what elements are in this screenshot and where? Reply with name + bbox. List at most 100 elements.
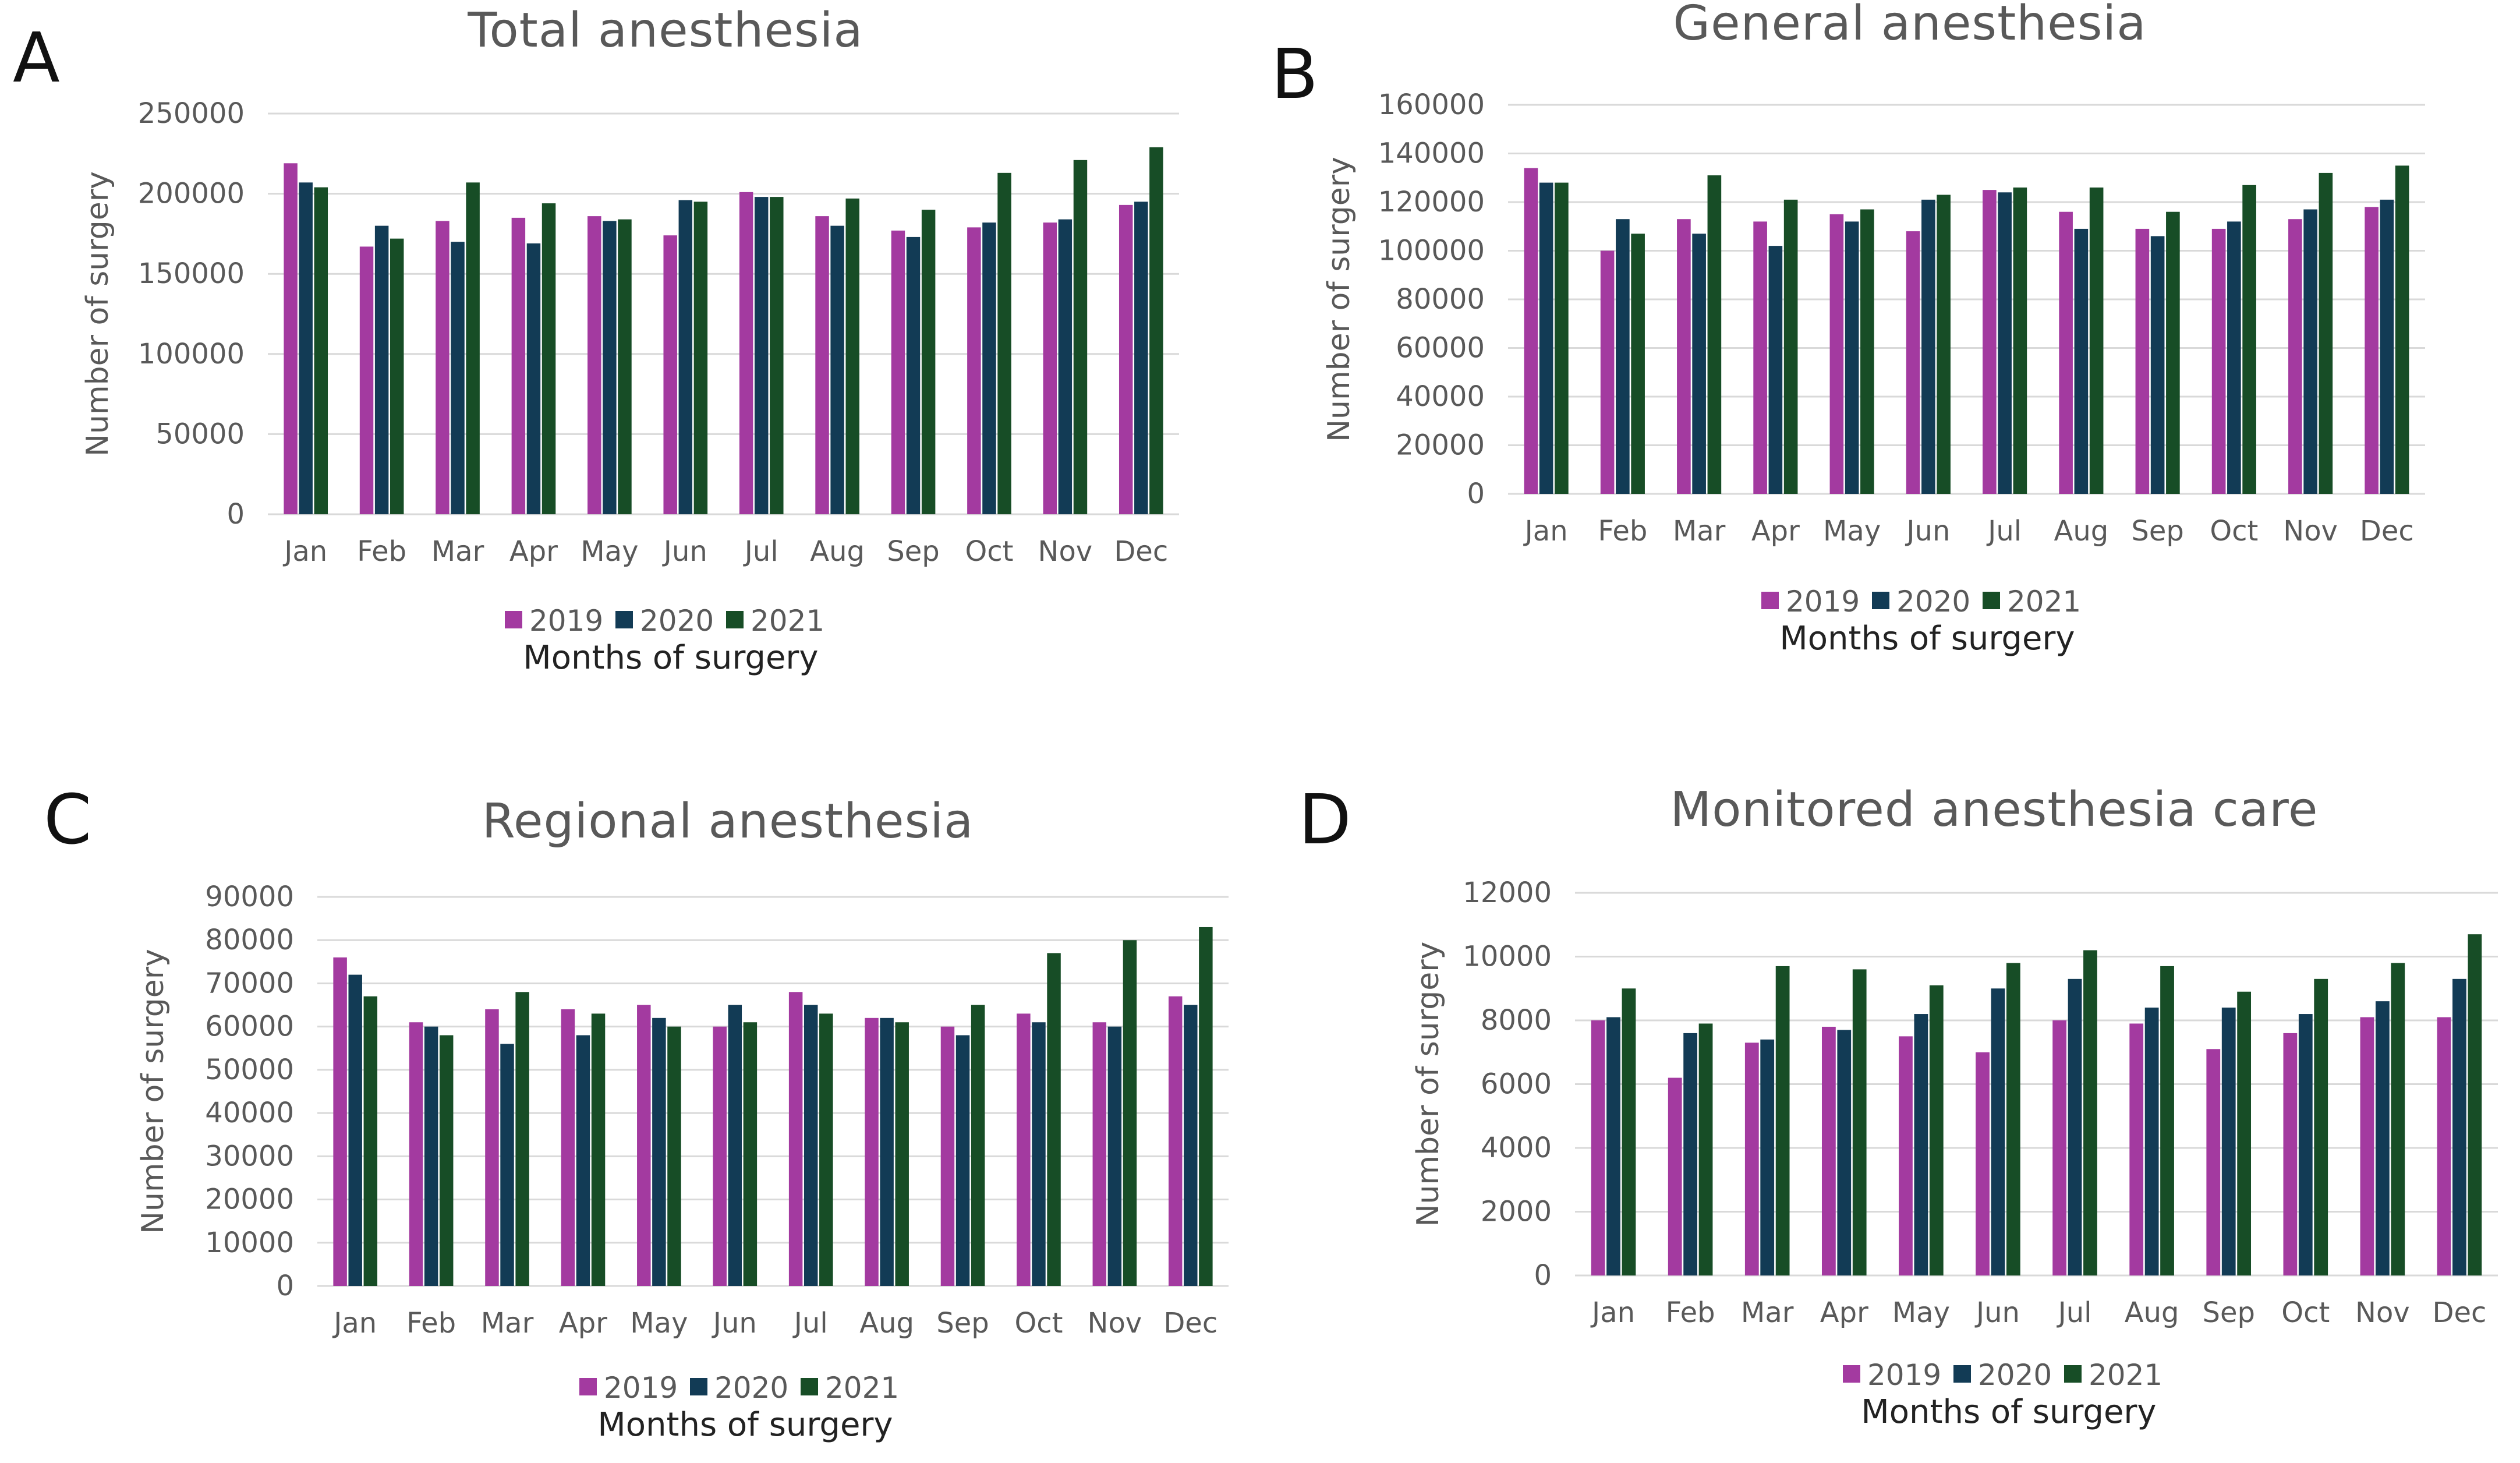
legend-label-2019: 2019 (1867, 1358, 1941, 1392)
bar-2020-jun (678, 200, 693, 514)
bar-2019-feb (1668, 1077, 1682, 1275)
bar-2021-jan (363, 996, 378, 1286)
legend-label-2019: 2019 (1786, 585, 1860, 619)
bar-2021-nov (2319, 172, 2333, 494)
legend-label-2021: 2021 (751, 604, 824, 638)
bar-2020-may (603, 221, 617, 514)
bar-2020-feb (424, 1026, 438, 1286)
bar-2019-jan (1524, 168, 1538, 494)
bar-2020-jun (728, 1005, 742, 1286)
bar-2019-oct (1017, 1013, 1031, 1286)
bar-2019-jun (663, 235, 677, 514)
bar-2019-mar (1677, 219, 1691, 494)
x-tick-label: Sep (887, 535, 939, 568)
bar-2019-sep (940, 1026, 955, 1286)
bar-2019-aug (865, 1017, 879, 1286)
bar-2020-nov (2375, 1001, 2390, 1275)
x-tick-label: Feb (1598, 515, 1647, 547)
bar-2020-mar (500, 1044, 514, 1286)
y-axis-title: Number of surgery (1322, 157, 1357, 442)
x-axis-title: Months of surgery (1779, 620, 2075, 658)
x-tick-label: Jun (712, 1307, 757, 1340)
legend-swatch-2020 (690, 1378, 707, 1395)
bar-2021-nov (2391, 963, 2405, 1275)
x-tick-label: Jan (1590, 1296, 1635, 1329)
bar-2019-jul (2052, 1020, 2067, 1275)
bar-2021-feb (1631, 234, 1645, 494)
legend-label-2021: 2021 (2089, 1358, 2162, 1392)
bar-2021-aug (845, 198, 859, 515)
y-tick-label: 4000 (1481, 1132, 1552, 1164)
bar-2020-jun (1921, 199, 1935, 494)
bar-2020-oct (1032, 1022, 1046, 1286)
x-tick-label: Dec (1163, 1307, 1217, 1340)
bar-2021-dec (1149, 147, 1163, 515)
legend-swatch-2019 (1843, 1365, 1860, 1383)
bar-2019-jul (1983, 190, 1997, 494)
bar-2021-feb (390, 238, 404, 514)
bar-2021-sep (2237, 991, 2252, 1275)
y-tick-label: 60000 (205, 1010, 294, 1043)
bar-2021-jul (2013, 187, 2027, 494)
y-tick-label: 50000 (205, 1054, 294, 1086)
bar-2019-dec (1168, 996, 1183, 1286)
x-tick-label: Dec (2360, 515, 2414, 547)
bar-2019-apr (1821, 1026, 1836, 1275)
y-tick-label: 100000 (138, 338, 245, 370)
legend-label-2020: 2020 (640, 604, 714, 638)
bar-2020-apr (526, 243, 541, 514)
bar-2020-jul (804, 1005, 818, 1286)
y-tick-label: 140000 (1378, 137, 1485, 170)
bar-2020-nov (1058, 219, 1073, 514)
bar-2019-may (1829, 214, 1844, 494)
bar-2019-sep (2135, 228, 2150, 494)
x-tick-label: Sep (2131, 515, 2183, 547)
x-tick-label: Jul (1986, 515, 2022, 547)
bar-2020-may (1914, 1014, 1928, 1275)
bar-2020-sep (955, 1035, 970, 1286)
x-tick-label: May (1892, 1296, 1950, 1329)
y-tick-label: 200000 (138, 178, 245, 210)
bar-2021-mar (466, 182, 480, 514)
bar-2019-jan (284, 163, 298, 514)
y-tick-label: 0 (1467, 478, 1485, 510)
bar-2021-sep (921, 210, 936, 514)
chart-title: Total anesthesia (467, 3, 863, 58)
bar-2021-jul (819, 1013, 833, 1286)
x-tick-label: Mar (1673, 515, 1726, 547)
bar-2019-jul (739, 192, 753, 514)
bar-2020-mar (451, 242, 465, 514)
bar-2021-feb (1698, 1023, 1713, 1275)
x-axis-title: Months of surgery (597, 1406, 893, 1444)
y-tick-label: 20000 (205, 1183, 294, 1216)
bar-2020-feb (1683, 1033, 1698, 1275)
x-tick-label: Aug (859, 1307, 914, 1340)
legend-label-2021: 2021 (825, 1371, 899, 1405)
bar-2019-mar (1744, 1043, 1759, 1275)
bar-2019-may (1899, 1036, 1913, 1275)
bar-2020-aug (880, 1017, 894, 1286)
y-tick-label: 250000 (138, 97, 245, 130)
bar-2020-jan (1606, 1017, 1620, 1275)
y-tick-label: 40000 (205, 1097, 294, 1129)
bar-2019-jan (1591, 1020, 1605, 1275)
x-tick-label: Mar (1741, 1296, 1794, 1329)
x-tick-label: Apr (509, 535, 558, 568)
bar-2019-sep (2206, 1049, 2221, 1275)
y-tick-label: 0 (1534, 1259, 1552, 1292)
bar-2019-oct (2211, 228, 2226, 494)
bar-2021-may (1860, 209, 1874, 494)
bar-2019-jun (1976, 1052, 1990, 1275)
y-tick-label: 70000 (205, 967, 294, 999)
bar-2019-nov (1092, 1022, 1107, 1286)
bar-2021-may (618, 219, 632, 514)
bar-2020-jan (299, 182, 313, 514)
bar-2019-nov (2288, 219, 2302, 494)
x-tick-label: Oct (2210, 515, 2258, 547)
bar-2020-nov (2303, 209, 2317, 494)
bar-2021-oct (1047, 953, 1061, 1286)
panel-letter: A (13, 17, 60, 98)
bar-2019-nov (1043, 222, 1057, 514)
legend-swatch-2021 (1983, 592, 2000, 609)
